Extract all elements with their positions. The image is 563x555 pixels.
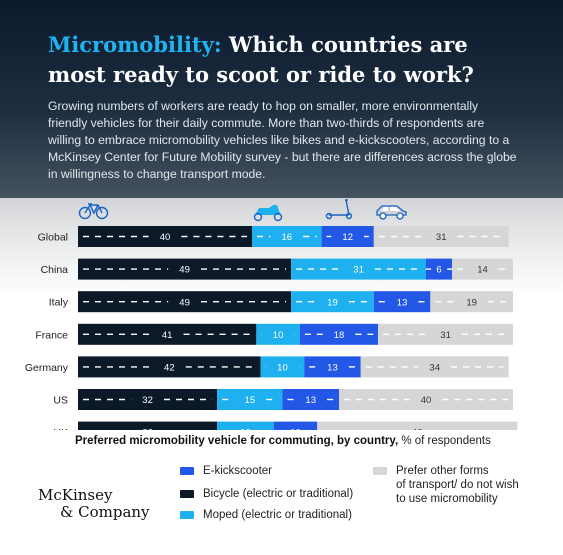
data-label: 42 xyxy=(164,363,175,374)
bar-bicycle: 40 xyxy=(78,226,252,247)
data-label: 41 xyxy=(162,330,173,341)
legend-swatch-other xyxy=(373,467,387,475)
bar-row-us: US 32 15 13 40 xyxy=(53,389,513,410)
legend-ekickscooter: E-kickscooter xyxy=(203,465,273,477)
mckinsey-logo: McKinsey & Company xyxy=(38,487,150,521)
bicycle-icon xyxy=(78,203,109,220)
data-label: 13 xyxy=(327,363,338,374)
bar-moped: 10 xyxy=(256,323,300,345)
bar-bicycle: 49 xyxy=(78,258,292,280)
data-label: 10 xyxy=(290,428,301,430)
data-label: 32 xyxy=(142,395,153,406)
bar-prefer: 31 xyxy=(373,226,509,247)
kickscooter-icon xyxy=(325,199,353,220)
bar-row-china: China 49 31 6 14 xyxy=(41,258,513,280)
row-label: France xyxy=(35,329,68,341)
bar-moped: 15 xyxy=(217,389,283,410)
chart-caption: Preferred micromobility vehicle for comm… xyxy=(75,435,491,447)
bar-bicycle: 42 xyxy=(78,356,261,378)
data-label: 19 xyxy=(327,297,338,308)
row-label: UK xyxy=(53,427,68,430)
legend-other-line1: Prefer other forms xyxy=(396,465,489,477)
data-label: 40 xyxy=(421,395,432,406)
data-label: 12 xyxy=(342,232,353,243)
bar-row-france: France 41 10 18 31 xyxy=(35,323,513,345)
data-label: 16 xyxy=(282,232,293,243)
bar-prefer: 46 xyxy=(317,421,518,430)
row-label: US xyxy=(53,395,68,407)
bar-row-global: Global 40 16 12 31 xyxy=(38,226,509,247)
bar-moped: 31 xyxy=(291,258,426,280)
page-title: Micromobility: Which countries are most … xyxy=(48,30,528,90)
bar-bicycle: 41 xyxy=(78,323,257,345)
data-label: 34 xyxy=(429,363,440,374)
legend-other-line2: of transport/ do not wish xyxy=(396,479,519,491)
data-label: 10 xyxy=(277,363,288,374)
data-label: 19 xyxy=(466,297,477,308)
bar-e-kickscooter: 13 xyxy=(304,356,361,378)
row-label: China xyxy=(41,264,69,276)
bar-e-kickscooter: 18 xyxy=(299,323,379,345)
bar-prefer: 31 xyxy=(378,323,513,345)
logo-line1: McKinsey xyxy=(38,486,113,504)
data-label: 18 xyxy=(334,330,345,341)
data-label: 31 xyxy=(353,265,364,276)
data-label: 49 xyxy=(179,265,190,276)
bar-moped: 19 xyxy=(291,291,374,313)
caption-rest: % of respondents xyxy=(398,435,491,447)
bar-moped: 10 xyxy=(260,356,305,378)
row-label: Global xyxy=(38,232,68,244)
bar-prefer: 14 xyxy=(452,258,513,280)
data-label: 32 xyxy=(142,428,153,430)
bar-bicycle: 49 xyxy=(78,291,292,313)
data-label: 15 xyxy=(245,395,256,406)
bar-row-italy: Italy 49 19 13 19 xyxy=(49,291,513,313)
bar-bicycle: 32 xyxy=(78,421,218,430)
data-label: 40 xyxy=(160,232,171,243)
legend-other: Prefer other forms of transport/ do not … xyxy=(396,464,519,506)
data-label: 13 xyxy=(240,428,251,430)
moped-icon xyxy=(253,205,283,222)
title-text: Which countries are most ready to scoot … xyxy=(48,32,474,87)
logo-line2: & Company xyxy=(60,503,150,521)
bar-e-kickscooter: 13 xyxy=(282,389,339,410)
data-label: 10 xyxy=(273,330,284,341)
bar-row-uk: UK 32 13 10 46 xyxy=(53,421,518,430)
data-label: 13 xyxy=(397,297,408,308)
row-label: Italy xyxy=(49,297,69,309)
caption-bold: Preferred micromobility vehicle for comm… xyxy=(75,435,399,447)
bar-bicycle: 32 xyxy=(78,389,218,410)
data-label: 13 xyxy=(305,395,316,406)
stacked-bar-chart: Global 40 16 12 31 China 49 31 6 14 Italy 49 19 13 19 F… xyxy=(25,199,518,430)
bar-prefer: 40 xyxy=(339,389,513,410)
data-label: 31 xyxy=(436,232,447,243)
legend-swatch-ekickscooter xyxy=(180,467,194,475)
legend-moped: Moped (electric or traditional) xyxy=(203,509,352,521)
bar-e-kickscooter: 12 xyxy=(321,226,374,247)
legend-other-line3: to use micromobility xyxy=(396,493,498,505)
bar-moped: 16 xyxy=(252,226,322,247)
data-label: 31 xyxy=(440,330,451,341)
legend-bicycle: Bicycle (electric or traditional) xyxy=(203,488,354,500)
data-label: 14 xyxy=(477,265,488,276)
subtitle: Growing numbers of workers are ready to … xyxy=(48,99,517,181)
data-label: 49 xyxy=(179,297,190,308)
car-icon xyxy=(376,205,407,220)
legend-swatch-bicycle xyxy=(180,490,194,498)
data-label: 46 xyxy=(412,428,423,430)
bar-moped: 13 xyxy=(217,421,274,430)
header-panel: Micromobility: Which countries are most … xyxy=(0,0,563,198)
bar-prefer: 19 xyxy=(430,291,513,313)
bar-e-kickscooter: 6 xyxy=(425,258,453,280)
data-label: 6 xyxy=(436,265,441,276)
title-accent: Micromobility: xyxy=(48,32,222,57)
bar-row-germany: Germany 42 10 13 34 xyxy=(25,356,509,378)
row-label: Germany xyxy=(25,362,69,374)
bar-e-kickscooter: 13 xyxy=(373,291,431,313)
bar-e-kickscooter: 10 xyxy=(273,421,318,430)
bar-prefer: 34 xyxy=(360,356,509,378)
legend-swatch-moped xyxy=(180,511,194,519)
